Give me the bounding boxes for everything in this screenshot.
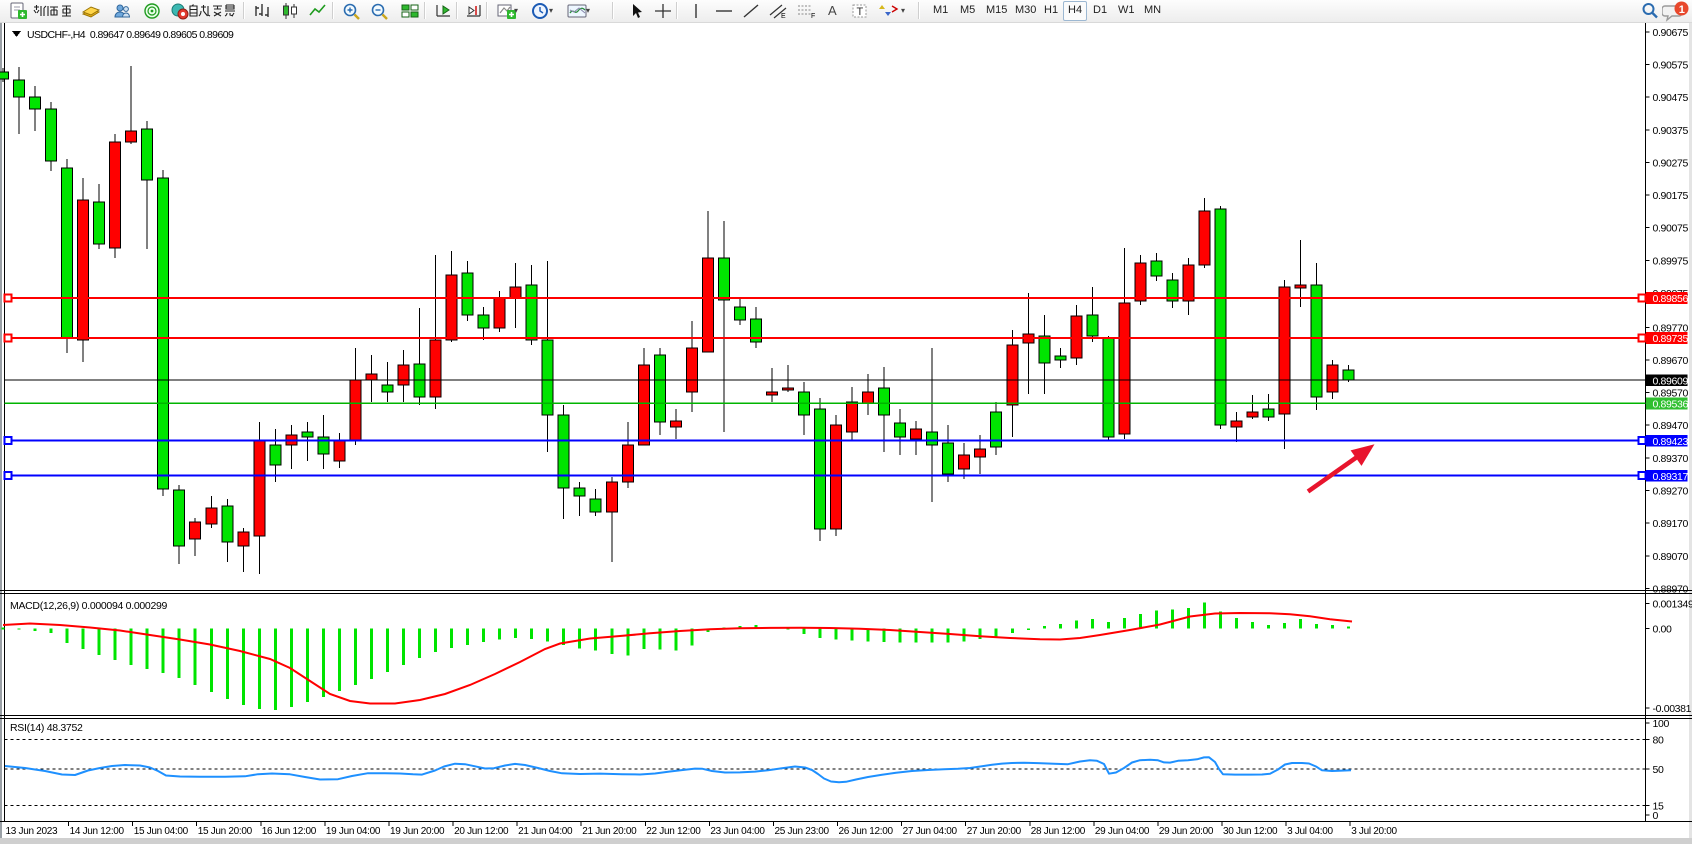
svg-text:30 Jun 12:00: 30 Jun 12:00 bbox=[1223, 826, 1278, 837]
svg-text:3 Jul 04:00: 3 Jul 04:00 bbox=[1287, 826, 1333, 837]
svg-text:0.89270: 0.89270 bbox=[1653, 486, 1689, 498]
svg-text:0.89975: 0.89975 bbox=[1653, 255, 1689, 267]
svg-text:0.90175: 0.90175 bbox=[1653, 190, 1689, 202]
svg-text:14 Jun 12:00: 14 Jun 12:00 bbox=[70, 826, 125, 837]
svg-text:0.001349: 0.001349 bbox=[1653, 599, 1692, 611]
svg-text:-0.00381: -0.00381 bbox=[1653, 703, 1692, 715]
svg-text:26 Jun 12:00: 26 Jun 12:00 bbox=[839, 826, 894, 837]
svg-text:100: 100 bbox=[1653, 718, 1670, 730]
svg-text:RSI(14) 48.3752: RSI(14) 48.3752 bbox=[10, 722, 83, 734]
svg-text:27 Jun 04:00: 27 Jun 04:00 bbox=[903, 826, 958, 837]
svg-text:0: 0 bbox=[1653, 810, 1659, 822]
svg-text:3 Jul 20:00: 3 Jul 20:00 bbox=[1351, 826, 1397, 837]
svg-text:29 Jun 20:00: 29 Jun 20:00 bbox=[1159, 826, 1214, 837]
svg-text:0.89735: 0.89735 bbox=[1653, 333, 1689, 345]
svg-text:0.89470: 0.89470 bbox=[1653, 420, 1689, 432]
svg-text:0.89536: 0.89536 bbox=[1653, 399, 1689, 411]
svg-text:0.89370: 0.89370 bbox=[1653, 453, 1689, 465]
svg-text:15: 15 bbox=[1653, 801, 1664, 813]
svg-text:0.89170: 0.89170 bbox=[1653, 518, 1689, 530]
svg-text:USDCHF-,H4 0.89647 0.89649 0.: USDCHF-,H4 0.89647 0.89649 0.89605 0.896… bbox=[27, 29, 234, 41]
svg-text:20 Jun 12:00: 20 Jun 12:00 bbox=[454, 826, 509, 837]
svg-text:27 Jun 20:00: 27 Jun 20:00 bbox=[967, 826, 1022, 837]
svg-text:0.89770: 0.89770 bbox=[1653, 322, 1689, 334]
svg-text:E: E bbox=[781, 13, 786, 20]
svg-text:0.89070: 0.89070 bbox=[1653, 551, 1689, 563]
svg-text:21 Jun 20:00: 21 Jun 20:00 bbox=[582, 826, 637, 837]
svg-text:19 Jun 20:00: 19 Jun 20:00 bbox=[390, 826, 445, 837]
svg-text:0.90575: 0.90575 bbox=[1653, 60, 1689, 72]
svg-text:0.89570: 0.89570 bbox=[1653, 388, 1689, 400]
svg-text:0.89609: 0.89609 bbox=[1653, 375, 1689, 387]
svg-text:13 Jun 2023: 13 Jun 2023 bbox=[6, 826, 58, 837]
svg-text:19 Jun 04:00: 19 Jun 04:00 bbox=[326, 826, 381, 837]
svg-text:28 Jun 12:00: 28 Jun 12:00 bbox=[1031, 826, 1086, 837]
svg-text:0.88970: 0.88970 bbox=[1653, 584, 1689, 596]
svg-text:0.90675: 0.90675 bbox=[1653, 27, 1689, 39]
svg-text:0.90275: 0.90275 bbox=[1653, 157, 1689, 169]
svg-text:0.89423: 0.89423 bbox=[1653, 436, 1689, 448]
svg-text:29 Jun 04:00: 29 Jun 04:00 bbox=[1095, 826, 1150, 837]
svg-text:23 Jun 04:00: 23 Jun 04:00 bbox=[710, 826, 765, 837]
svg-text:F: F bbox=[811, 13, 815, 20]
svg-text:1: 1 bbox=[1679, 4, 1685, 16]
svg-text:22 Jun 12:00: 22 Jun 12:00 bbox=[646, 826, 701, 837]
svg-text:A: A bbox=[828, 3, 837, 18]
svg-text:21 Jun 04:00: 21 Jun 04:00 bbox=[518, 826, 573, 837]
svg-text:50: 50 bbox=[1653, 764, 1664, 776]
svg-text:0.89856: 0.89856 bbox=[1653, 293, 1689, 305]
svg-text:0.90375: 0.90375 bbox=[1653, 125, 1689, 137]
svg-text:0.00: 0.00 bbox=[1653, 623, 1673, 635]
svg-text:0.90075: 0.90075 bbox=[1653, 223, 1689, 235]
svg-text:0.89670: 0.89670 bbox=[1653, 355, 1689, 367]
svg-text:25 Jun 23:00: 25 Jun 23:00 bbox=[775, 826, 830, 837]
svg-text:T: T bbox=[857, 6, 864, 18]
svg-text:16 Jun 12:00: 16 Jun 12:00 bbox=[262, 826, 317, 837]
svg-text:80: 80 bbox=[1653, 735, 1664, 747]
svg-text:MACD(12,26,9) 0.000094 0.00029: MACD(12,26,9) 0.000094 0.000299 bbox=[10, 600, 168, 612]
svg-text:15 Jun 20:00: 15 Jun 20:00 bbox=[198, 826, 253, 837]
svg-text:0.89317: 0.89317 bbox=[1653, 471, 1689, 483]
svg-text:15 Jun 04:00: 15 Jun 04:00 bbox=[134, 826, 189, 837]
svg-text:0.90475: 0.90475 bbox=[1653, 92, 1689, 104]
